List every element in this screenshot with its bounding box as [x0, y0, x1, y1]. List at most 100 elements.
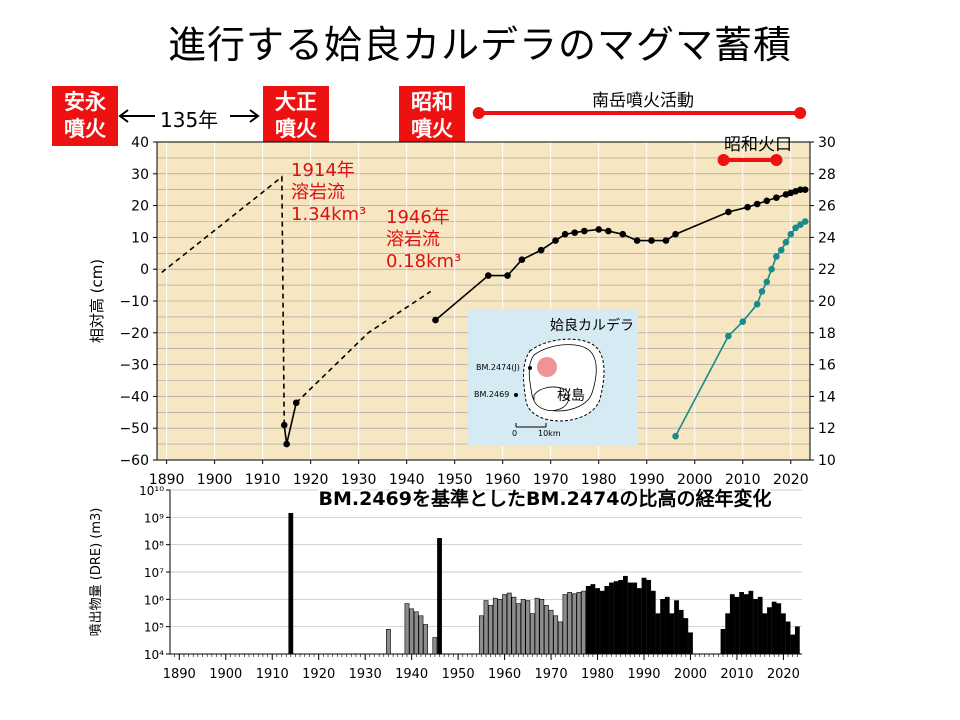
annotation-1946-year: 1946年 [386, 207, 450, 228]
series-point-1 [280, 421, 288, 429]
event-showa-eruption: 昭和 噴火 [399, 86, 465, 146]
series-point-3 [633, 237, 641, 244]
annotation-1946-volume: 0.18km³ [386, 251, 462, 272]
eruption-bar [762, 613, 768, 655]
gap-arrows [118, 109, 260, 123]
event-taisho-eruption: 大正 噴火 [263, 86, 329, 146]
bottom-y-axis-label: 噴出物量 (DRE) (m3) [89, 508, 104, 637]
eruption-bar [413, 611, 419, 655]
inset-bm2469-label: BM.2469 [474, 390, 510, 399]
bottom-x-tick-label: 1900 [209, 667, 242, 682]
series-point-4 [801, 218, 809, 225]
bottom-x-tick-label: 1890 [163, 667, 196, 682]
y2-tick-label: 12 [818, 421, 836, 437]
y-tick-label: −60 [119, 453, 149, 469]
eruption-bar [511, 596, 517, 655]
series-point-4 [792, 224, 799, 232]
series-point-3 [773, 194, 780, 201]
series-point-3 [763, 197, 771, 205]
y2-tick-label: 24 [818, 230, 836, 246]
right-arrow-head [249, 109, 260, 123]
x-tick-label: 1930 [341, 472, 377, 488]
showa-crater-start-dot [717, 154, 730, 166]
eruption-bar [688, 632, 693, 655]
y-tick-label: 0 [140, 262, 149, 278]
eruption-bar [506, 592, 512, 655]
eruption-bar [632, 582, 638, 655]
series-point-4 [758, 288, 766, 295]
x-tick-label: 1900 [197, 472, 233, 488]
bottom-y-tick-label: 10⁷ [144, 566, 164, 580]
eruption-bar [478, 615, 484, 655]
showa-crater-end-dot [770, 154, 783, 166]
eruption-bar [502, 594, 507, 655]
x-tick-label: 1910 [245, 472, 281, 488]
series-point-4 [797, 221, 804, 228]
minamidake-activity-label: 南岳噴火活動 [592, 91, 694, 111]
eruption-bar [432, 637, 438, 655]
eruption-bar [785, 621, 791, 655]
series-point-3 [725, 208, 732, 216]
eruption-bar [386, 629, 391, 655]
bm2469-point [514, 393, 518, 397]
annotation-1946-type: 溶岩流 [386, 229, 440, 250]
eruption-bar [753, 599, 758, 655]
series-point-4 [763, 278, 771, 286]
eruption-bar [734, 596, 740, 655]
eruption-bar [609, 582, 614, 655]
eruption-bar [488, 605, 494, 655]
annotation-1946-lava: 1946年 溶岩流 0.18km³ [386, 207, 461, 273]
eruption-bar [497, 599, 503, 655]
series-point-3 [581, 227, 588, 235]
y-tick-label: −10 [119, 294, 149, 310]
y-tick-label: 40 [131, 135, 149, 151]
series-point-3 [619, 230, 627, 238]
eruption-bar [771, 601, 777, 655]
bottom-y-tick-label: 10⁴ [144, 648, 164, 662]
left-arrow-head [118, 109, 129, 123]
eruption-bar [627, 582, 633, 655]
bottom-x-tick-label: 1910 [256, 667, 289, 682]
series-point-4 [753, 300, 761, 308]
height-change-chart: −60−50−40−30−20−100102030401012141618202… [88, 107, 836, 488]
bottom-y-tick-label: 10⁵ [144, 621, 164, 635]
bottom-x-tick-label: 1970 [535, 667, 568, 682]
minamidake-start-dot [472, 107, 485, 119]
inflation-source-marker [537, 357, 557, 377]
event-anei-eruption: 安永 噴火 [52, 86, 118, 146]
eruption-bar [525, 600, 531, 655]
x-tick-label: 1890 [149, 472, 185, 488]
eruption-bar [483, 600, 489, 655]
eruption-bar [585, 585, 591, 655]
eruption-bar [636, 588, 642, 655]
eruption-bar [641, 577, 647, 655]
eruption-bar [776, 603, 782, 655]
y2-tick-label: 14 [818, 389, 836, 405]
sakurajima-island [533, 386, 570, 411]
eruption-bar [613, 581, 619, 655]
series-point-3 [561, 230, 569, 238]
bottom-x-tick-label: 1990 [627, 667, 660, 682]
series-point-3 [537, 246, 545, 254]
eruption-bar [576, 592, 582, 655]
inset-sakurajima-label: 桜島 [557, 388, 585, 404]
series-point-4 [773, 253, 780, 260]
bottom-y-tick-label: 10⁶ [144, 593, 164, 607]
inset-title: 姶良カルデラ [550, 318, 634, 334]
y2-tick-label: 20 [818, 294, 836, 310]
y2-tick-label: 22 [818, 262, 836, 278]
x-tick-label: 1960 [485, 472, 521, 488]
y2-tick-label: 28 [818, 167, 836, 183]
series-point-3 [744, 203, 751, 211]
x-tick-label: 1980 [581, 472, 617, 488]
eruption-bar [743, 594, 749, 655]
eruption-bar [618, 579, 624, 655]
eruption-bar [544, 605, 549, 655]
series-point-3 [432, 316, 439, 324]
series-point-3 [571, 229, 579, 236]
page-title: 進行する姶良カルデラのマグマ蓄積 [167, 23, 792, 67]
gap-years-label: 135年 [160, 108, 219, 132]
series-point-4 [739, 318, 747, 325]
eruption-volume-chart: 1890 1900 1910 1920 1930 1940 1950 1960 1970 1980… [89, 484, 802, 682]
y-tick-label: −20 [119, 326, 149, 342]
